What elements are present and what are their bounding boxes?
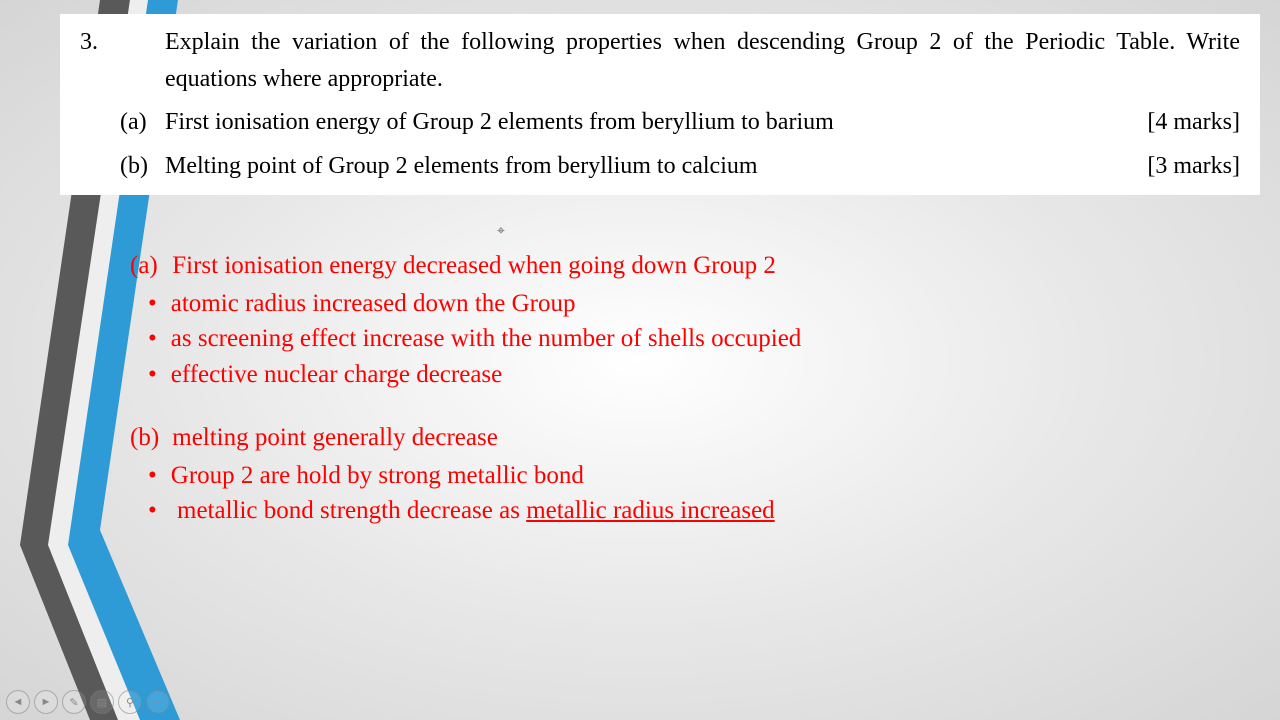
bullet-underlined: metallic radius increased [526, 497, 775, 524]
question-number: 3. [80, 24, 165, 98]
menu-button[interactable]: ▤ [90, 690, 114, 714]
question-part-a: (a) First ionisation energy of Group 2 e… [80, 104, 1240, 141]
part-label: (a) [120, 104, 165, 141]
more-button[interactable]: ⋯ [146, 690, 170, 714]
answer-a-label: (a) [130, 248, 166, 284]
part-marks: [3 marks] [1120, 148, 1240, 185]
question-part-b: (b) Melting point of Group 2 elements fr… [80, 148, 1240, 185]
presentation-controls: ◄ ► ✎ ▤ ⚲ ⋯ [6, 690, 170, 714]
answer-b-text: melting point generally decrease [172, 424, 498, 451]
pen-button[interactable]: ✎ [62, 690, 86, 714]
answer-a-bullet: effective nuclear charge decrease [130, 357, 1240, 393]
next-button[interactable]: ► [34, 690, 58, 714]
answer-b-bullet: Group 2 are hold by strong metallic bond [130, 458, 1240, 494]
answer-b-label: (b) [130, 420, 166, 456]
answers-block: (a) First ionisation energy decreased wh… [130, 248, 1240, 529]
answer-a-bullet: atomic radius increased down the Group [130, 286, 1240, 322]
prev-button[interactable]: ◄ [6, 690, 30, 714]
cursor-icon: ⌖ [497, 224, 505, 240]
bullet-prefix: metallic bond strength decrease as [177, 497, 526, 524]
part-marks: [4 marks] [1120, 104, 1240, 141]
answer-a-heading: (a) First ionisation energy decreased wh… [130, 248, 1240, 284]
part-label: (b) [120, 148, 165, 185]
part-text: First ionisation energy of Group 2 eleme… [165, 104, 1120, 141]
answer-b-bullet: metallic bond strength decrease as metal… [130, 493, 1240, 529]
part-text: Melting point of Group 2 elements from b… [165, 148, 1120, 185]
zoom-button[interactable]: ⚲ [118, 690, 142, 714]
answer-a-text: First ionisation energy decreased when g… [172, 252, 776, 279]
answer-b-heading: (b) melting point generally decrease [130, 420, 1240, 456]
answer-a-bullet: as screening effect increase with the nu… [130, 321, 1240, 357]
question-box: 3. Explain the variation of the followin… [60, 14, 1260, 195]
question-main: 3. Explain the variation of the followin… [80, 24, 1240, 98]
question-prompt: Explain the variation of the following p… [165, 24, 1240, 98]
